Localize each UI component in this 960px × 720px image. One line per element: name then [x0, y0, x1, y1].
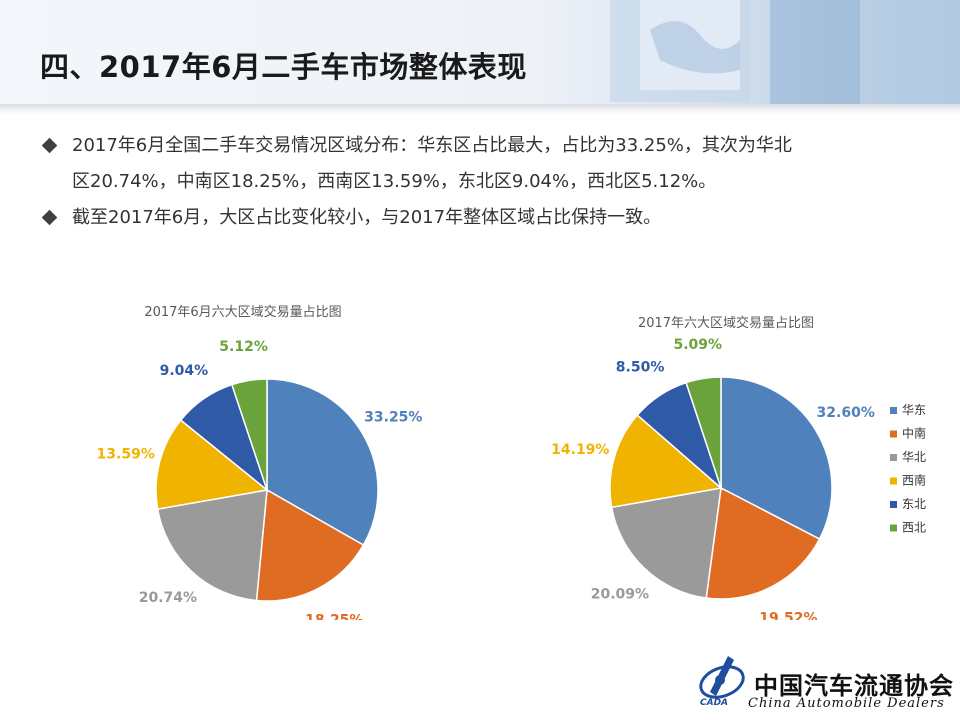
pie-data-label: 32.60% [817, 405, 875, 421]
legend-swatch [890, 477, 897, 485]
logo-english-name: China Automobile Dealers [748, 696, 945, 711]
legend-label: 东北 [902, 497, 926, 511]
bullet-item: 截至2017年6月，大区占比变化较小，与2017年整体区域占比保持一致。 [40, 200, 930, 236]
pie-slice-华东 [720, 376, 833, 541]
header-banner: 四、2017年6月二手车市场整体表现 [0, 0, 960, 104]
legend-label: 西北 [902, 521, 926, 535]
chart-title: 2017年六大区域交易量占比图 [638, 315, 814, 331]
charts-area: 2017年6月六大区域交易量占比图 2017年六大区域交易量占比图 33.25%… [0, 290, 960, 620]
header-decoration [610, 0, 960, 104]
legend-label: 华北 [902, 450, 926, 464]
legend-label: 中南 [902, 426, 926, 441]
cada-logo: CADA 中国汽车流通协会 China Automobile Dealers [694, 652, 954, 716]
legend-swatch [890, 454, 897, 461]
bullet-text: 区20.74%，中南区18.25%，西南区13.59%，东北区9.04%，西北区… [72, 171, 717, 192]
diamond-bullet-icon [41, 209, 58, 226]
pie-slice-华北 [156, 489, 268, 602]
pie-data-label: 19.52% [759, 611, 817, 621]
pie-data-label: 13.59% [97, 446, 155, 462]
pie-data-label: 8.50% [616, 359, 665, 375]
bullet-item: 2017年6月全国二手车交易情况区域分布：华东区占比最大，占比为33.25%，其… [40, 128, 930, 164]
pie-data-label: 5.09% [674, 337, 723, 353]
pie-data-label: 9.04% [160, 363, 209, 379]
pie-slice-西北 [230, 378, 268, 491]
pie-data-label: 20.74% [139, 590, 197, 606]
bullet-text: 截至2017年6月，大区占比变化较小，与2017年整体区域占比保持一致。 [72, 207, 662, 228]
logo-abbreviation: CADA [700, 698, 729, 708]
pie-slice-中南 [705, 486, 821, 600]
pie-data-label: 14.19% [551, 442, 609, 458]
legend-swatch [890, 501, 897, 508]
pie-slice-华东 [266, 378, 379, 547]
pie-slice-西南 [609, 414, 723, 509]
pie-slice-西北 [685, 376, 722, 489]
chart-title: 2017年6月六大区域交易量占比图 [144, 304, 341, 320]
pie-data-label: 5.12% [219, 339, 268, 355]
diamond-bullet-icon [41, 137, 58, 154]
bullet-continuation: 区20.74%，中南区18.25%，西南区13.59%，东北区9.04%，西北区… [40, 164, 930, 200]
legend-swatch [890, 524, 897, 532]
pie-data-label: 33.25% [364, 410, 422, 426]
pie-slice-西南 [155, 419, 269, 510]
legend-swatch [890, 407, 897, 414]
legend-swatch [890, 430, 897, 438]
cada-emblem-icon [699, 656, 745, 699]
legend-label: 西南 [902, 473, 926, 488]
bullet-text: 2017年6月全国二手车交易情况区域分布：华东区占比最大，占比为33.25%，其… [72, 135, 792, 156]
bullet-list: 2017年6月全国二手车交易情况区域分布：华东区占比最大，占比为33.25%，其… [40, 128, 930, 236]
pie-data-label: 18.25% [305, 613, 363, 620]
pie-data-label: 20.09% [591, 586, 649, 602]
pie-slice-华北 [610, 487, 722, 599]
legend-label: 华东 [902, 403, 926, 417]
header-divider [0, 104, 960, 114]
pie-slice-中南 [255, 488, 365, 602]
pie-charts: 2017年6月六大区域交易量占比图 2017年六大区域交易量占比图 33.25%… [97, 304, 926, 621]
logo-chinese-name: 中国汽车流通协会 [754, 671, 954, 700]
page-title: 四、2017年6月二手车市场整体表现 [40, 50, 527, 84]
